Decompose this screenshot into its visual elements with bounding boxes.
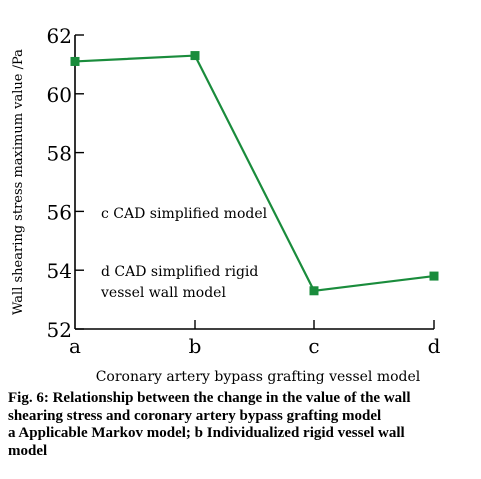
- y-tick-label-3: 58: [47, 142, 72, 166]
- y-tick-label-5: 62: [47, 24, 72, 48]
- x-tick-label-3: d: [428, 334, 441, 358]
- series-line-group: [70, 51, 439, 296]
- data-point-b: [190, 51, 200, 61]
- chart-axes: [74, 35, 434, 330]
- data-point-a: [70, 56, 80, 66]
- data-point-d: [429, 271, 439, 281]
- x-axis-label: Coronary artery bypass grafting vessel m…: [96, 369, 421, 385]
- y-tick-label-1: 54: [47, 259, 72, 283]
- y-ticks: 52 54 56 58 60 62: [47, 24, 84, 342]
- figure-caption: Fig. 6: Relationship between the change …: [8, 390, 476, 460]
- x-ticks: a b c d: [69, 320, 441, 358]
- caption-line-1: Fig. 6: Relationship between the change …: [8, 390, 411, 406]
- annotation-d-line1: d CAD simplified rigid: [101, 264, 258, 280]
- caption-line-4: model: [8, 442, 48, 459]
- data-point-c: [309, 286, 319, 296]
- y-tick-label-0: 52: [47, 318, 72, 342]
- line-chart: 52 54 56 58 60 62 a b c d c CAD simplified model…: [11, 24, 441, 385]
- annotation-d-line2: vessel wall model: [100, 285, 226, 301]
- y-tick-label-2: 56: [47, 200, 72, 224]
- caption-line-3: a Applicable Markov model; b Individuali…: [8, 425, 405, 441]
- x-tick-label-0: a: [69, 334, 81, 358]
- annotation-c: c CAD simplified model: [101, 206, 268, 222]
- y-tick-label-4: 60: [47, 83, 72, 107]
- x-tick-label-1: b: [189, 334, 202, 358]
- caption-line-2: shearing stress and coronary artery bypa…: [8, 407, 382, 424]
- series-line: [74, 54, 435, 292]
- x-tick-label-2: c: [308, 334, 319, 358]
- y-axis-label: Wall shearing stress maximum value /Pa: [11, 49, 26, 315]
